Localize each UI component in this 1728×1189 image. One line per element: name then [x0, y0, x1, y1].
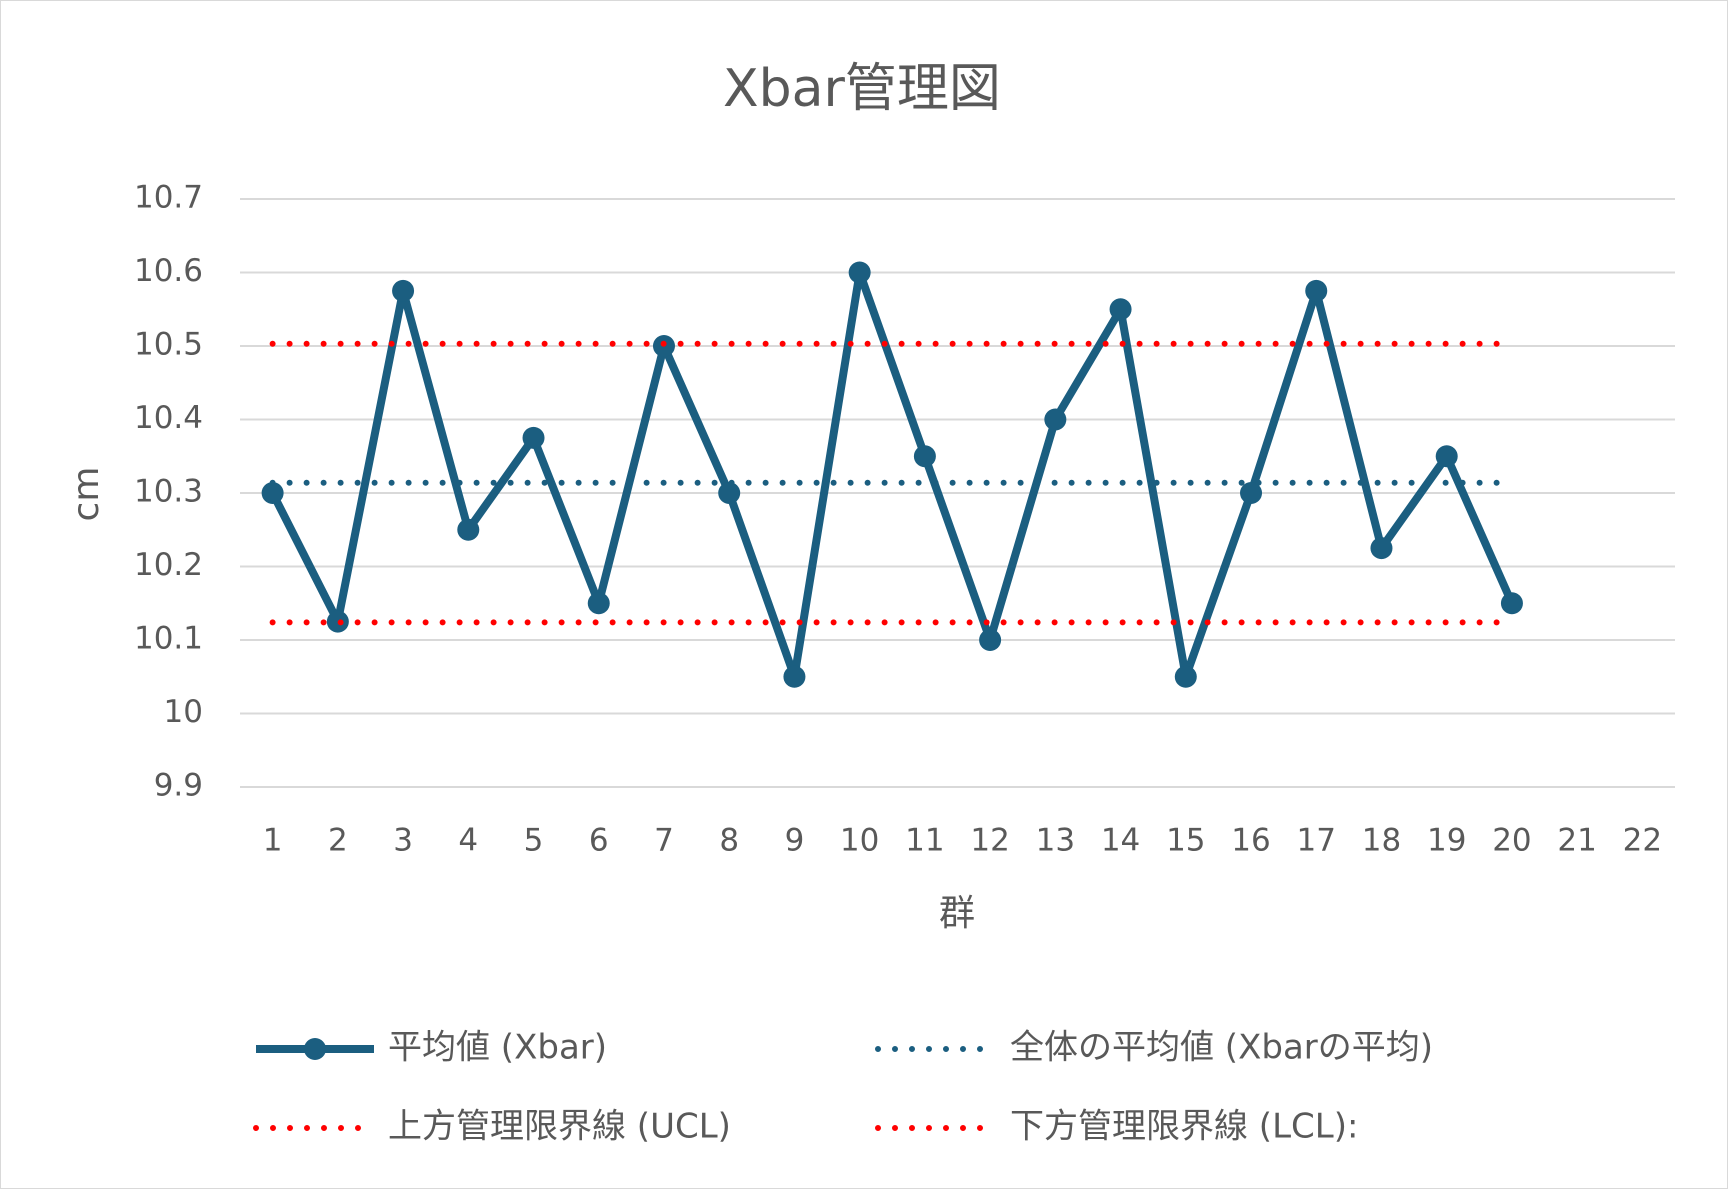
x-tick-label: 13 — [1036, 823, 1075, 859]
y-tick-label: 10.2 — [134, 547, 203, 583]
x-tick-label: 6 — [589, 823, 609, 859]
x-tick-label: 19 — [1427, 823, 1466, 859]
y-axis-label: cm — [66, 467, 107, 522]
data-point — [1240, 482, 1263, 504]
x-tick-label: 2 — [328, 823, 348, 859]
y-tick-label: 10.5 — [134, 327, 203, 363]
x-axis-label: 群 — [939, 893, 975, 934]
x-tick-label: 14 — [1101, 823, 1140, 859]
data-point — [848, 261, 871, 284]
x-tick-label: 22 — [1623, 823, 1662, 859]
data-point — [1174, 665, 1197, 688]
y-tick-label: 10.4 — [134, 400, 203, 436]
x-tick-label: 15 — [1166, 823, 1205, 859]
x-tick-label: 21 — [1557, 823, 1596, 859]
chart-title: Xbar管理図 — [723, 59, 1001, 119]
x-tick-label: 5 — [524, 823, 544, 859]
x-tick-label: 12 — [970, 823, 1009, 859]
legend-marker — [304, 1038, 326, 1060]
y-tick-label: 10.7 — [134, 180, 203, 216]
data-point — [392, 279, 415, 302]
x-tick-label: 7 — [654, 823, 674, 859]
data-point — [1500, 592, 1523, 615]
y-tick-label: 10.6 — [134, 253, 203, 289]
data-point — [457, 518, 480, 541]
legend-label: 下方管理限界線 (LCL): — [1010, 1107, 1358, 1147]
legend-label: 上方管理限界線 (UCL) — [388, 1107, 731, 1147]
y-tick-label: 10 — [164, 694, 203, 730]
y-tick-label: 10.3 — [134, 474, 203, 510]
data-point — [718, 482, 741, 504]
data-point — [1044, 408, 1067, 431]
data-point — [1305, 279, 1328, 302]
data-point — [913, 445, 936, 468]
data-point — [261, 482, 284, 504]
y-tick-label: 9.9 — [154, 768, 203, 804]
x-tick-label: 11 — [905, 823, 944, 859]
data-point — [1109, 298, 1132, 321]
data-point — [979, 629, 1002, 651]
legend-label: 平均値 (Xbar) — [388, 1028, 607, 1068]
x-tick-label: 17 — [1297, 823, 1336, 859]
x-tick-label: 20 — [1492, 823, 1531, 859]
data-line — [269, 268, 1516, 681]
y-tick-label: 10.1 — [134, 621, 203, 657]
x-tick-label: 18 — [1362, 823, 1401, 859]
x-tick-label: 9 — [785, 823, 805, 859]
x-tick-label: 1 — [263, 823, 283, 859]
legend-label: 全体の平均値 (Xbarの平均) — [1010, 1028, 1433, 1068]
data-point — [783, 665, 806, 688]
data-point — [522, 426, 545, 449]
x-tick-label: 10 — [840, 823, 879, 859]
data-point — [587, 592, 610, 615]
x-tick-label: 4 — [458, 823, 478, 859]
x-tick-label: 8 — [719, 823, 739, 859]
x-tick-label: 16 — [1231, 823, 1270, 859]
x-tick-label: 3 — [393, 823, 413, 859]
data-point — [1370, 537, 1393, 560]
data-point — [1435, 445, 1458, 468]
